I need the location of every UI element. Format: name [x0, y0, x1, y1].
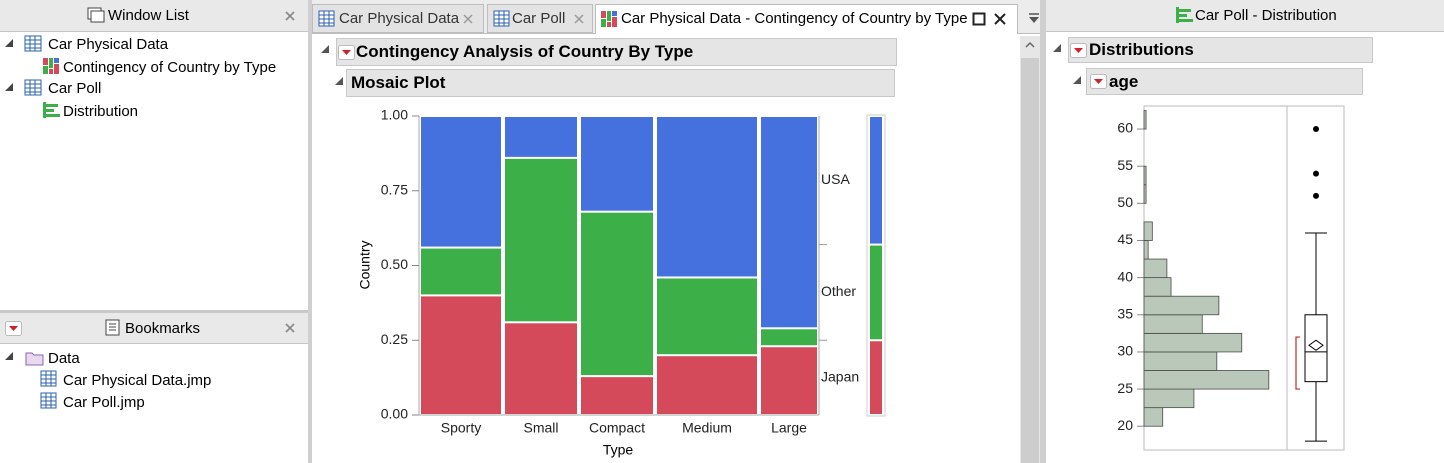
splitter[interactable]	[1040, 0, 1046, 463]
tab-active[interactable]: Car Physical Data - Contingency of Count…	[595, 4, 1018, 34]
maximize-button[interactable]	[972, 12, 986, 26]
tree-item[interactable]: Car Poll	[48, 80, 102, 97]
menu-button[interactable]	[1070, 43, 1087, 58]
close-button[interactable]	[284, 322, 296, 334]
scroll-up[interactable]	[1024, 40, 1036, 50]
expander[interactable]	[1072, 75, 1082, 85]
distribution-window: Car Poll - Distribution Distributions ag…	[1046, 0, 1444, 463]
menu-button[interactable]	[1090, 74, 1107, 89]
menu-button[interactable]	[338, 45, 355, 60]
tree-item[interactable]: Contingency of Country by Type	[63, 59, 277, 76]
tree-item[interactable]: Car Physical Data.jmp	[63, 372, 212, 389]
window-list-panel: Window List Car Physical Data Contingenc…	[0, 0, 308, 310]
expander[interactable]	[4, 82, 14, 92]
table-icon	[493, 10, 510, 27]
file-icon	[40, 392, 57, 409]
panel-header	[1046, 0, 1444, 32]
outline-title: Distributions	[1089, 40, 1194, 59]
outline-header	[336, 38, 897, 66]
tab-menu[interactable]	[1028, 12, 1040, 24]
tab[interactable]: Car Poll	[487, 4, 593, 33]
panel-title: Window List	[108, 7, 189, 24]
folder-icon	[25, 352, 44, 366]
table-icon	[24, 35, 42, 52]
contingency-icon	[43, 58, 59, 74]
tree-item[interactable]: Car Poll.jmp	[63, 394, 145, 411]
panel-title: Bookmarks	[125, 320, 201, 337]
report-area: Car Physical Data Car Poll Car Physical …	[312, 0, 1040, 463]
bookmark-icon	[105, 319, 120, 336]
menu-button[interactable]	[5, 321, 22, 336]
splitter[interactable]	[0, 310, 308, 313]
tab-label[interactable]: Car Poll	[512, 10, 566, 27]
file-icon	[40, 370, 57, 387]
splitter[interactable]	[308, 0, 312, 463]
tree-item[interactable]: Data	[48, 350, 80, 367]
outline-title: Mosaic Plot	[351, 73, 446, 92]
outline-header	[1086, 68, 1363, 95]
expander[interactable]	[4, 38, 14, 48]
tab-label[interactable]: Car Physical Data	[339, 10, 460, 27]
outline-header	[346, 69, 895, 97]
distribution-icon	[1176, 7, 1193, 23]
expander[interactable]	[1052, 43, 1062, 53]
outline-title: age	[1109, 72, 1139, 91]
expander[interactable]	[320, 44, 330, 54]
close-button[interactable]	[574, 14, 584, 24]
table-icon	[318, 10, 335, 27]
panel-header	[0, 0, 308, 32]
scroll-thumb[interactable]	[1021, 58, 1039, 463]
panel-header	[0, 313, 308, 344]
table-icon	[24, 79, 42, 96]
outline-title: Contingency Analysis of Country By Type	[356, 42, 694, 61]
outline-header	[1068, 37, 1373, 63]
tab[interactable]: Car Physical Data	[312, 4, 484, 33]
expander[interactable]	[4, 351, 14, 361]
icon	[87, 7, 105, 23]
distribution-icon	[43, 102, 60, 118]
tree-item[interactable]: Car Physical Data	[48, 36, 169, 53]
panel-title: Car Poll - Distribution	[1195, 7, 1337, 24]
contingency-icon	[601, 11, 617, 27]
tree-item[interactable]: Distribution	[63, 103, 139, 120]
tab-label[interactable]: Car Physical Data - Contingency of Count…	[621, 10, 968, 27]
close-button[interactable]	[463, 14, 473, 24]
close-button[interactable]	[284, 10, 296, 22]
expander[interactable]	[334, 76, 344, 86]
close-button[interactable]	[994, 13, 1006, 25]
bookmarks-panel: Bookmarks Data Car Physical Data.jmp Car…	[0, 313, 308, 463]
